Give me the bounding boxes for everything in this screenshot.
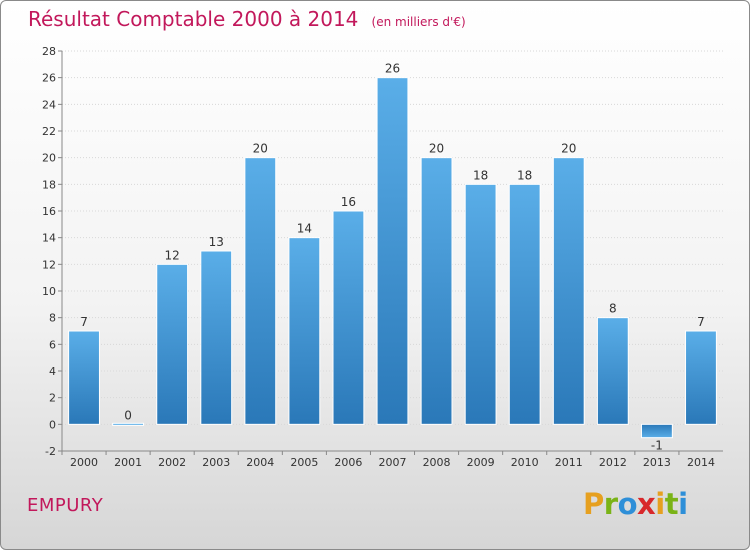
x-tick-label: 2008 [423,456,451,469]
x-tick-label: 2014 [687,456,715,469]
x-tick-label: 2013 [643,456,671,469]
data-label: 16 [341,195,356,209]
x-tick-label: 2012 [599,456,627,469]
y-tick-label: 20 [42,152,56,165]
data-label: 7 [80,315,88,329]
data-label: 20 [429,142,444,156]
bar [376,77,409,425]
y-tick-label: 12 [42,258,56,271]
chart-title-main: Résultat Comptable 2000 à 2014 [28,7,359,31]
logo-letter: r [603,487,618,521]
logo-letter: i [655,487,665,521]
x-tick-label: 2009 [467,456,495,469]
logo-letter: o [617,487,638,521]
bar [68,330,100,425]
y-tick-label: 14 [42,232,56,245]
data-label: 18 [517,168,532,182]
bar [596,317,629,425]
data-label: 18 [473,168,488,182]
bar [332,210,365,425]
bar [200,250,233,425]
bar [420,157,453,425]
y-tick-label: 4 [49,365,56,378]
chart-title: Résultat Comptable 2000 à 2014 (en milli… [28,7,466,31]
bar [112,422,145,426]
x-tick-label: 2006 [334,456,362,469]
proxiti-logo: Proxiti [583,487,688,521]
x-tick-label: 2002 [158,456,186,469]
logo-letter: P [583,487,604,521]
bar [244,157,277,425]
chart-title-unit: (en milliers d'€) [371,15,466,29]
bar [640,423,673,439]
data-labels: 7 0 12 13 20 14 16 26 20 18 18 20 8 -1 7 [80,62,705,453]
y-tick-label: 28 [42,45,56,58]
y-tick-label: 10 [42,285,56,298]
y-tick-label: 8 [49,312,56,325]
data-label: 0 [124,408,132,422]
bar [685,330,717,425]
logo-letter: t [664,487,679,521]
data-label: 20 [561,142,576,156]
x-tick-label: 2001 [114,456,142,469]
y-tick-label: 18 [42,178,56,191]
y-tick-label: 26 [42,72,56,85]
data-label: 13 [209,235,224,249]
data-label: 20 [253,142,268,156]
x-tick-label: 2000 [70,456,98,469]
y-tick-label: 6 [49,338,56,351]
commune-name: EMPURY [27,495,104,516]
x-tick-label: 2011 [555,456,583,469]
bar [464,183,497,425]
bars [68,77,717,439]
x-tick-label: 2003 [202,456,230,469]
x-tick-label: 2010 [511,456,539,469]
data-label: 8 [609,302,617,316]
data-label: 14 [297,222,312,236]
logo-letter: x [637,487,656,521]
data-label: -1 [651,439,663,453]
bar [508,183,541,425]
bar [156,263,189,425]
x-tick-label: 2007 [379,456,407,469]
y-tick-label: 22 [42,125,56,138]
bar [288,237,321,425]
y-tick-label: 0 [49,418,56,431]
y-tick-label: 24 [42,98,56,111]
logo-letter: i [678,487,688,521]
x-tick-label: 2005 [290,456,318,469]
data-label: 7 [697,315,705,329]
data-label: 26 [385,62,400,76]
y-tick-label: 16 [42,205,56,218]
bar [552,157,585,425]
data-label: 12 [165,248,180,262]
y-tick-label: -2 [45,445,56,458]
x-tick-label: 2004 [246,456,274,469]
y-tick-label: 2 [49,392,56,405]
